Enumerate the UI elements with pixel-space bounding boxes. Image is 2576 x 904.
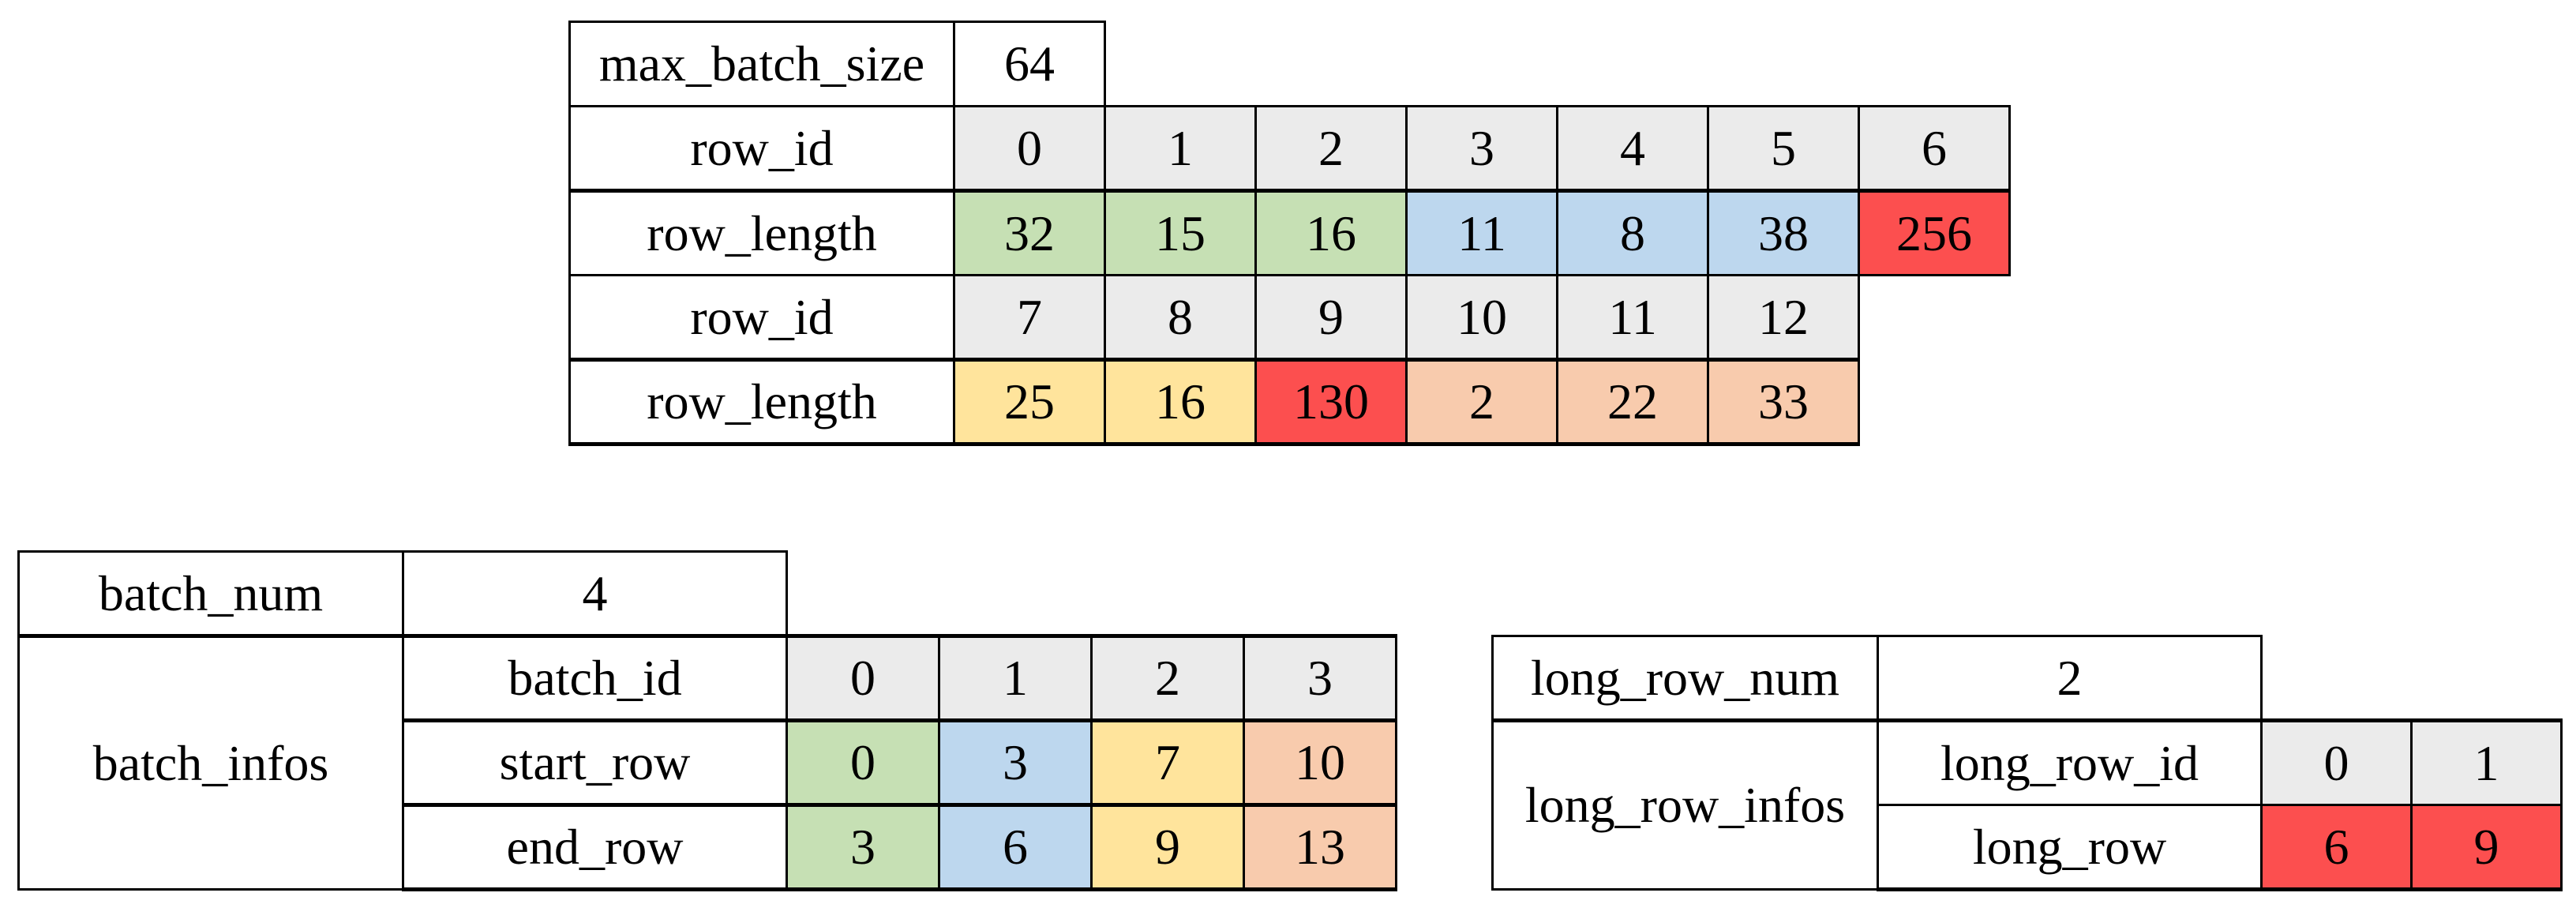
row-length-cell: 38 <box>1707 189 1860 276</box>
batch-id-label: batch_id <box>402 634 788 722</box>
long-row-id-cell: 1 <box>2410 718 2563 806</box>
end-row-cell: 9 <box>1090 803 1245 891</box>
start-row-cell: 10 <box>1243 718 1397 806</box>
row-length-cell: 32 <box>953 189 1106 276</box>
row-length-cell: 15 <box>1104 189 1257 276</box>
row-id-cell: 0 <box>953 105 1106 192</box>
start-row-cell: 3 <box>938 718 1093 806</box>
end-row-cell: 13 <box>1243 803 1397 891</box>
row-id-row-2: row_id 7 8 9 10 11 12 <box>568 274 2010 361</box>
row-length-cell: 16 <box>1254 189 1408 276</box>
row-id-label: row_id <box>568 274 955 361</box>
row-id-cell: 12 <box>1707 274 1860 361</box>
row-id-cell: 4 <box>1556 105 1709 192</box>
row-length-row-1: row_length 32 15 16 11 8 38 256 <box>568 189 2011 276</box>
row-length-cell: 11 <box>1405 189 1558 276</box>
row-length-label: row_length <box>568 189 955 276</box>
batch-id-cell: 3 <box>1243 634 1397 722</box>
batch-info-table: batch_num 4 batch_infos batch_id 0 1 2 3… <box>17 550 1397 891</box>
long-row-label: long_row <box>1877 804 2263 891</box>
row-length-cell: 16 <box>1104 358 1257 446</box>
row-id-cell: 7 <box>953 274 1106 361</box>
long-row-cell: 6 <box>2260 804 2413 891</box>
long-row-id-label: long_row_id <box>1877 718 2263 806</box>
row-id-cell: 11 <box>1556 274 1709 361</box>
max-batch-size-value: 64 <box>953 21 1106 107</box>
batch-id-cell: 0 <box>786 634 940 722</box>
row-id-cell: 8 <box>1104 274 1257 361</box>
row-length-cell-long: 130 <box>1254 358 1408 446</box>
row-id-label: row_id <box>568 105 955 192</box>
start-row-cell: 7 <box>1090 718 1245 806</box>
batch-num-label: batch_num <box>17 550 404 637</box>
row-length-cell: 2 <box>1405 358 1558 446</box>
end-row-cell: 3 <box>786 803 940 891</box>
batch-infos-label: batch_infos <box>17 634 404 891</box>
row-length-cell-long: 256 <box>1858 189 2011 276</box>
row-id-cell: 1 <box>1104 105 1257 192</box>
batch-num-row: batch_num 4 <box>17 550 1397 637</box>
long-row-id-row: long_row_infos long_row_id 0 1 <box>1491 718 2563 891</box>
row-length-cell: 22 <box>1556 358 1709 446</box>
row-length-cell: 25 <box>953 358 1106 446</box>
batch-num-value: 4 <box>402 550 788 637</box>
row-length-cell: 33 <box>1707 358 1860 446</box>
max-batch-size-label: max_batch_size <box>568 21 955 107</box>
row-id-cell: 9 <box>1254 274 1408 361</box>
long-row-num-value: 2 <box>1877 635 2263 722</box>
row-id-cell: 6 <box>1858 105 2011 192</box>
long-row-infos-label: long_row_infos <box>1491 718 1879 891</box>
batch-id-cell: 2 <box>1090 634 1245 722</box>
row-length-cell: 8 <box>1556 189 1709 276</box>
row-id-row-1: row_id 0 1 2 3 4 5 6 <box>568 105 2011 192</box>
long-row-info-table: long_row_num 2 long_row_infos long_row_i… <box>1491 635 2563 891</box>
row-id-cell: 3 <box>1405 105 1558 192</box>
end-row-row: end_row 3 6 9 13 <box>19 803 1397 891</box>
start-row-cell: 0 <box>786 718 940 806</box>
long-row-row: long_row 6 9 <box>1493 804 2563 891</box>
row-length-row-2: row_length 25 16 130 2 22 33 <box>568 358 2010 446</box>
end-row-label: end_row <box>402 803 788 891</box>
row-id-cell: 2 <box>1254 105 1408 192</box>
row-length-label: row_length <box>568 358 955 446</box>
row-id-cell: 5 <box>1707 105 1860 192</box>
batch-id-row: batch_infos batch_id 0 1 2 3 <box>17 634 1397 891</box>
long-row-num-row: long_row_num 2 <box>1491 635 2562 722</box>
end-row-cell: 6 <box>938 803 1093 891</box>
batch-id-cell: 1 <box>938 634 1093 722</box>
row-length-table: max_batch_size 64 row_id 0 1 2 3 4 5 6 r… <box>568 21 2011 446</box>
start-row-label: start_row <box>402 718 788 806</box>
long-row-cell: 9 <box>2410 804 2563 891</box>
start-row-row: start_row 0 3 7 10 <box>19 718 1397 806</box>
max-batch-size-row: max_batch_size 64 <box>568 21 2010 107</box>
long-row-id-cell: 0 <box>2260 718 2413 806</box>
long-row-num-label: long_row_num <box>1491 635 1879 722</box>
row-id-cell: 10 <box>1405 274 1558 361</box>
